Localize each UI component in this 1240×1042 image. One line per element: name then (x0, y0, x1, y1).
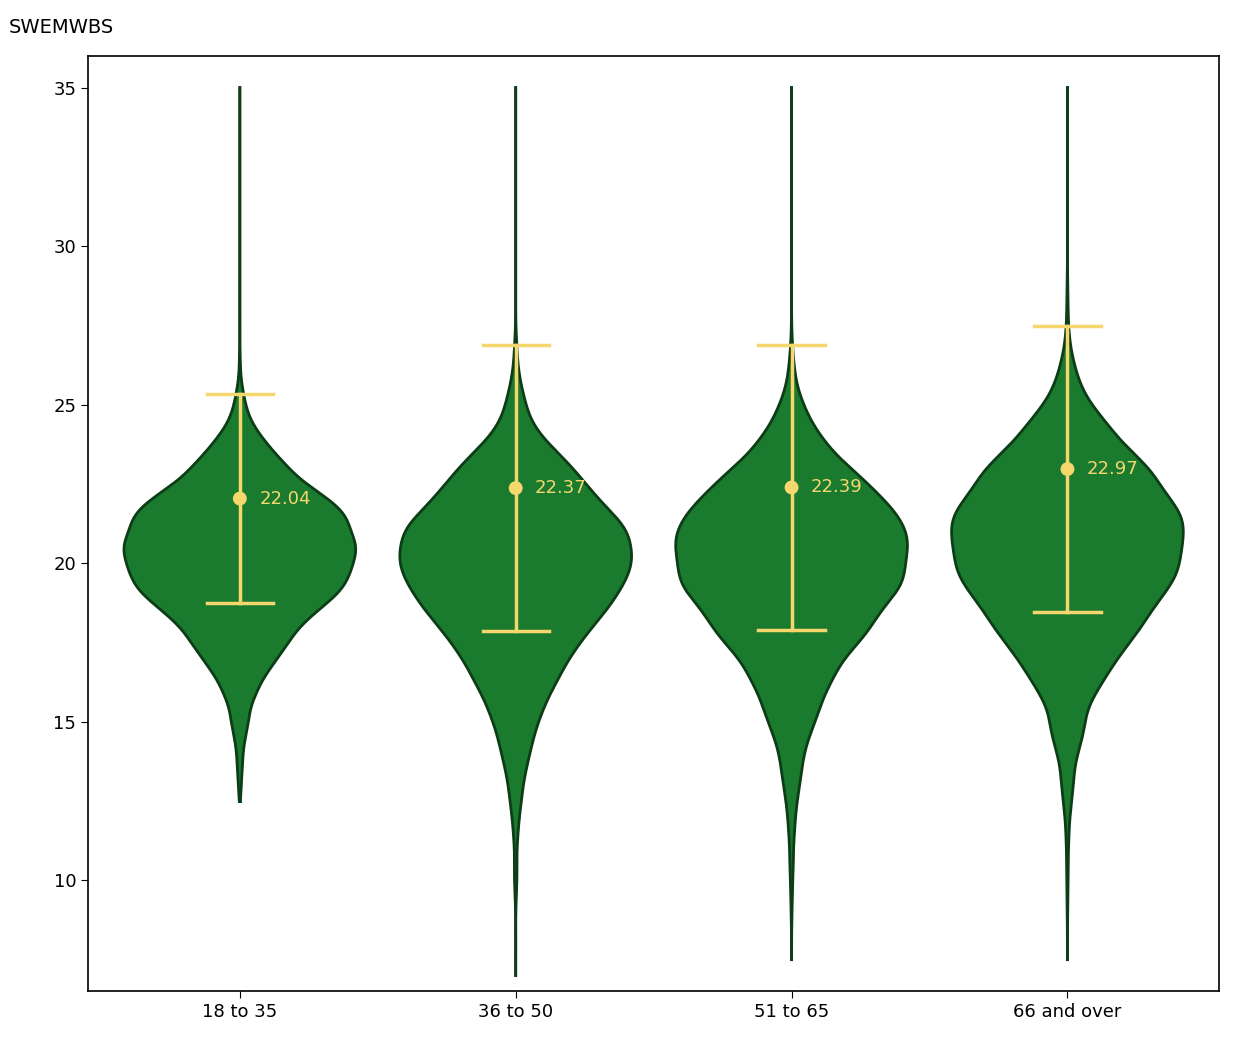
Polygon shape (124, 88, 356, 801)
Text: 22.97: 22.97 (1086, 461, 1138, 478)
Point (1058, 461, 1078, 477)
Point (781, 479, 801, 496)
Polygon shape (399, 88, 631, 975)
Text: 22.39: 22.39 (811, 478, 863, 496)
Polygon shape (676, 88, 908, 960)
Text: SWEMWBS: SWEMWBS (9, 18, 114, 38)
Text: 22.37: 22.37 (534, 479, 587, 497)
Point (506, 479, 526, 496)
Point (229, 490, 249, 506)
Text: 22.04: 22.04 (259, 490, 311, 507)
Polygon shape (951, 88, 1183, 960)
